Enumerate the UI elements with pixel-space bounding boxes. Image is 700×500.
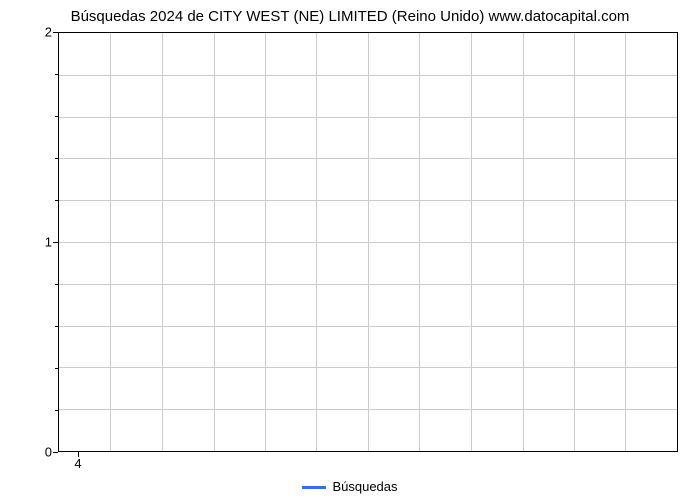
chart-title: Búsquedas 2024 de CITY WEST (NE) LIMITED… bbox=[0, 8, 700, 25]
y-tick-label: 2 bbox=[12, 25, 52, 40]
gridline-h bbox=[59, 409, 677, 410]
y-tick-mark bbox=[53, 242, 58, 243]
y-tick-label: 0 bbox=[12, 445, 52, 460]
y-tick-mark bbox=[55, 326, 58, 327]
chart-container: Búsquedas 2024 de CITY WEST (NE) LIMITED… bbox=[0, 0, 700, 500]
y-tick-mark bbox=[55, 116, 58, 117]
y-tick-mark bbox=[55, 158, 58, 159]
gridline-h bbox=[59, 200, 677, 201]
gridline-h bbox=[59, 75, 677, 76]
y-tick-mark bbox=[55, 368, 58, 369]
gridline-h bbox=[59, 117, 677, 118]
y-tick-mark bbox=[55, 284, 58, 285]
legend-line-icon bbox=[302, 486, 326, 489]
x-tick-mark bbox=[78, 452, 79, 457]
gridline-h bbox=[59, 367, 677, 368]
y-tick-label: 1 bbox=[12, 235, 52, 250]
y-tick-mark bbox=[53, 32, 58, 33]
gridline-h bbox=[59, 158, 677, 159]
legend-label: Búsquedas bbox=[332, 479, 397, 494]
plot-area bbox=[58, 32, 678, 452]
gridline-h bbox=[59, 284, 677, 285]
y-tick-mark bbox=[55, 74, 58, 75]
y-tick-mark bbox=[55, 410, 58, 411]
gridline-h bbox=[59, 242, 677, 243]
y-tick-mark bbox=[53, 452, 58, 453]
legend: Búsquedas bbox=[0, 479, 700, 494]
gridline-h bbox=[59, 326, 677, 327]
y-tick-mark bbox=[55, 200, 58, 201]
x-tick-label: 4 bbox=[74, 456, 81, 471]
